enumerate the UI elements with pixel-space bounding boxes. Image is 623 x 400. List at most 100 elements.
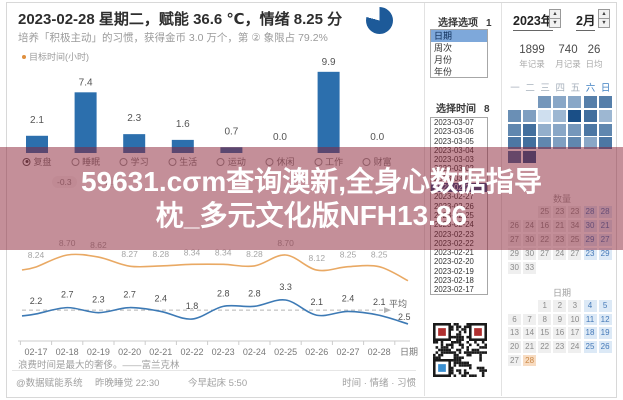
heatmap-cell (553, 96, 567, 108)
weekday-label: 四 (555, 83, 566, 94)
calendar-day-cell[interactable]: 20 (508, 341, 521, 353)
calendar-day-cell[interactable]: 28 (523, 354, 537, 367)
quote-text: 浪费时间是最大的奢侈。——富兰克林 (18, 360, 180, 371)
heatmap-cell (508, 123, 521, 136)
svg-text:7.4: 7.4 (79, 77, 93, 88)
heatmap-cell (553, 123, 567, 136)
heatmap-cell (598, 109, 612, 122)
date-label: 日期 (552, 288, 571, 298)
heatmap-cell (568, 109, 582, 122)
svg-text:02-19: 02-19 (87, 347, 110, 357)
heatmap-cell (508, 109, 521, 122)
time-list-item[interactable]: 2023-03-06 (434, 127, 474, 137)
bar-chart-section-label: 目标时间(小时) (22, 50, 89, 63)
select-option-header: 选择选项 1 (438, 18, 492, 29)
stat-month-records: 740 月记录 (555, 44, 581, 69)
calendar-day-cell[interactable]: 24 (568, 341, 582, 353)
quantity-cell: 27 (538, 248, 552, 260)
qr-code (433, 323, 487, 377)
year-down-icon[interactable]: ▼ (552, 20, 558, 26)
heatmap-cell (538, 137, 552, 150)
quantity-cell: 30 (523, 248, 537, 260)
calendar-day-cell[interactable]: 5 (598, 300, 612, 312)
calendar-day-cell[interactable]: 13 (508, 327, 521, 339)
select-time-header: 选择时间 8 (436, 104, 490, 115)
year-value: 2023年 (513, 10, 554, 31)
year-up-icon[interactable]: ▲ (550, 10, 560, 19)
calendar-day-cell[interactable]: 23 (553, 341, 567, 353)
calendar-day-cell[interactable]: 8 (538, 313, 552, 326)
calendar-day-cell[interactable]: 9 (553, 313, 567, 326)
svg-text:02-23: 02-23 (212, 347, 235, 357)
svg-text:8.25: 8.25 (371, 250, 388, 260)
option-listbox[interactable]: 日期 周次 月份 年份 (430, 29, 488, 78)
time-list-item[interactable]: 2023-02-19 (434, 266, 474, 276)
svg-text:8.28: 8.28 (153, 249, 170, 259)
calendar-day-cell[interactable]: 17 (568, 327, 582, 339)
month-stepper[interactable]: ▲ ▼ (598, 9, 610, 28)
footer-sleep-time: 昨晚睡觉 22:30 (95, 378, 160, 389)
svg-text:2.4: 2.4 (155, 293, 168, 303)
month-down-icon[interactable]: ▼ (601, 20, 607, 26)
svg-text:02-22: 02-22 (180, 347, 203, 357)
calendar-day-cell[interactable]: 11 (583, 313, 597, 326)
calendar-day-cell[interactable]: 19 (598, 327, 612, 339)
option-list-item[interactable]: 月份 (434, 55, 453, 65)
svg-text:8.34: 8.34 (215, 247, 232, 257)
svg-text:02-26: 02-26 (305, 347, 328, 357)
bullet-dot-icon (22, 55, 26, 59)
svg-text:3.3: 3.3 (279, 282, 292, 292)
time-list-item[interactable]: 2023-02-20 (434, 257, 474, 267)
calendar-day-cell[interactable]: 10 (568, 313, 582, 326)
calendar-day-cell[interactable]: 26 (598, 341, 612, 353)
heatmap-cell (568, 137, 582, 150)
heatmap-cell (598, 96, 612, 108)
time-list-item[interactable]: 2023-02-18 (434, 276, 474, 286)
option-list-item[interactable]: 周次 (434, 43, 453, 53)
calendar-day-cell[interactable]: 21 (523, 341, 537, 353)
quantity-cell: 27 (568, 248, 582, 260)
svg-text:2.8: 2.8 (248, 288, 261, 298)
calendar-day-cell[interactable]: 27 (508, 354, 521, 367)
heatmap-cell (598, 137, 612, 150)
calendar-day-cell[interactable]: 6 (508, 313, 521, 326)
quantity-cell: 29 (508, 248, 521, 260)
svg-text:02-28: 02-28 (368, 347, 391, 357)
calendar-day-cell[interactable]: 16 (553, 327, 567, 339)
svg-text:2.3: 2.3 (127, 113, 141, 124)
time-list-item[interactable]: 2023-03-07 (434, 118, 474, 127)
time-list-item[interactable]: 2023-02-21 (434, 248, 474, 258)
calendar-day-cell[interactable]: 15 (538, 327, 552, 339)
weekday-label: 二 (525, 83, 535, 94)
svg-text:2.7: 2.7 (123, 290, 136, 300)
heatmap-cell (523, 137, 537, 150)
calendar-day-cell[interactable]: 2 (553, 300, 567, 312)
calendar-day-cell[interactable]: 14 (523, 327, 537, 339)
calendar-day-cell[interactable]: 22 (538, 341, 552, 353)
svg-text:1.8: 1.8 (186, 301, 199, 311)
calendar-day-cell[interactable]: 3 (568, 300, 582, 312)
footer-wake-time: 今早起床 5:50 (188, 378, 248, 389)
calendar-day-cell[interactable]: 18 (583, 327, 597, 339)
calendar-grid: 1 2 3 4 5 6 7 8 9 10 11 12 13 14 15 16 17 18 19 20 21 22 23 24 2… (508, 300, 616, 372)
calendar-day-cell[interactable]: 12 (598, 313, 612, 326)
watermark-overlay: 59631.cσm查询澳新,全身心数据指导 枕_多元文化版NFH13.86 (0, 147, 623, 250)
time-list-item[interactable]: 2023-02-17 (434, 285, 474, 295)
year-stepper[interactable]: ▲ ▼ (549, 9, 561, 28)
weekday-label: 五 (570, 83, 581, 94)
time-list-item[interactable]: 2023-03-05 (434, 136, 474, 146)
calendar-day-cell[interactable]: 7 (523, 313, 537, 326)
calendar-day-cell[interactable]: 4 (583, 300, 597, 312)
page-title: 2023-02-28 星期二，赋能 36.6 ℃，情绪 8.25 分 (18, 11, 343, 28)
calendar-day-cell[interactable]: 1 (538, 300, 552, 312)
svg-text:02-27: 02-27 (336, 347, 359, 357)
option-list-item[interactable]: 日期 (431, 30, 487, 42)
svg-text:2.7: 2.7 (61, 290, 74, 300)
svg-text:1.6: 1.6 (176, 119, 190, 130)
option-list-item[interactable]: 年份 (434, 67, 453, 77)
stat-year-records: 1899 年记录 (519, 44, 545, 69)
month-value: 2月 (576, 10, 596, 31)
month-up-icon[interactable]: ▲ (599, 10, 609, 19)
calendar-day-cell[interactable]: 25 (583, 341, 597, 353)
quantity-cell: 33 (523, 262, 537, 274)
